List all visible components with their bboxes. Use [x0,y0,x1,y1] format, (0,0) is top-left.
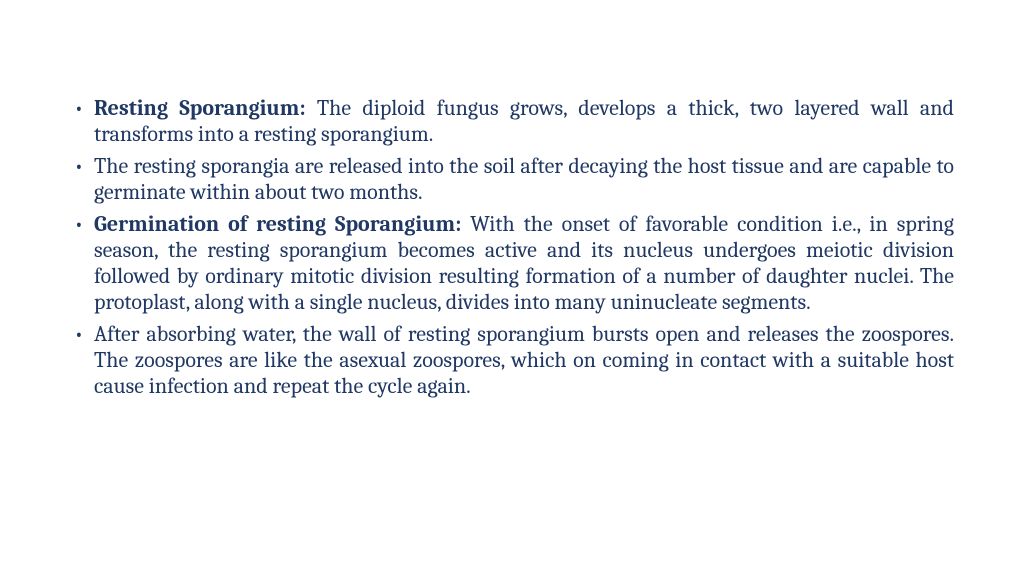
list-item: Resting Sporangium: The diploid fungus g… [70,96,954,148]
list-item: After absorbing water, the wall of resti… [70,322,954,400]
list-item: The resting sporangia are released into … [70,154,954,206]
slide-content: Resting Sporangium: The diploid fungus g… [0,0,1024,576]
list-item: Germination of resting Sporangium: With … [70,212,954,316]
bullet-list: Resting Sporangium: The diploid fungus g… [70,96,954,399]
bullet-term: Germination of resting Sporangium: [94,211,461,237]
bullet-body: The resting sporangia are released into … [94,153,954,205]
bullet-term: Resting Sporangium: [94,95,306,121]
bullet-body: After absorbing water, the wall of resti… [94,321,954,399]
